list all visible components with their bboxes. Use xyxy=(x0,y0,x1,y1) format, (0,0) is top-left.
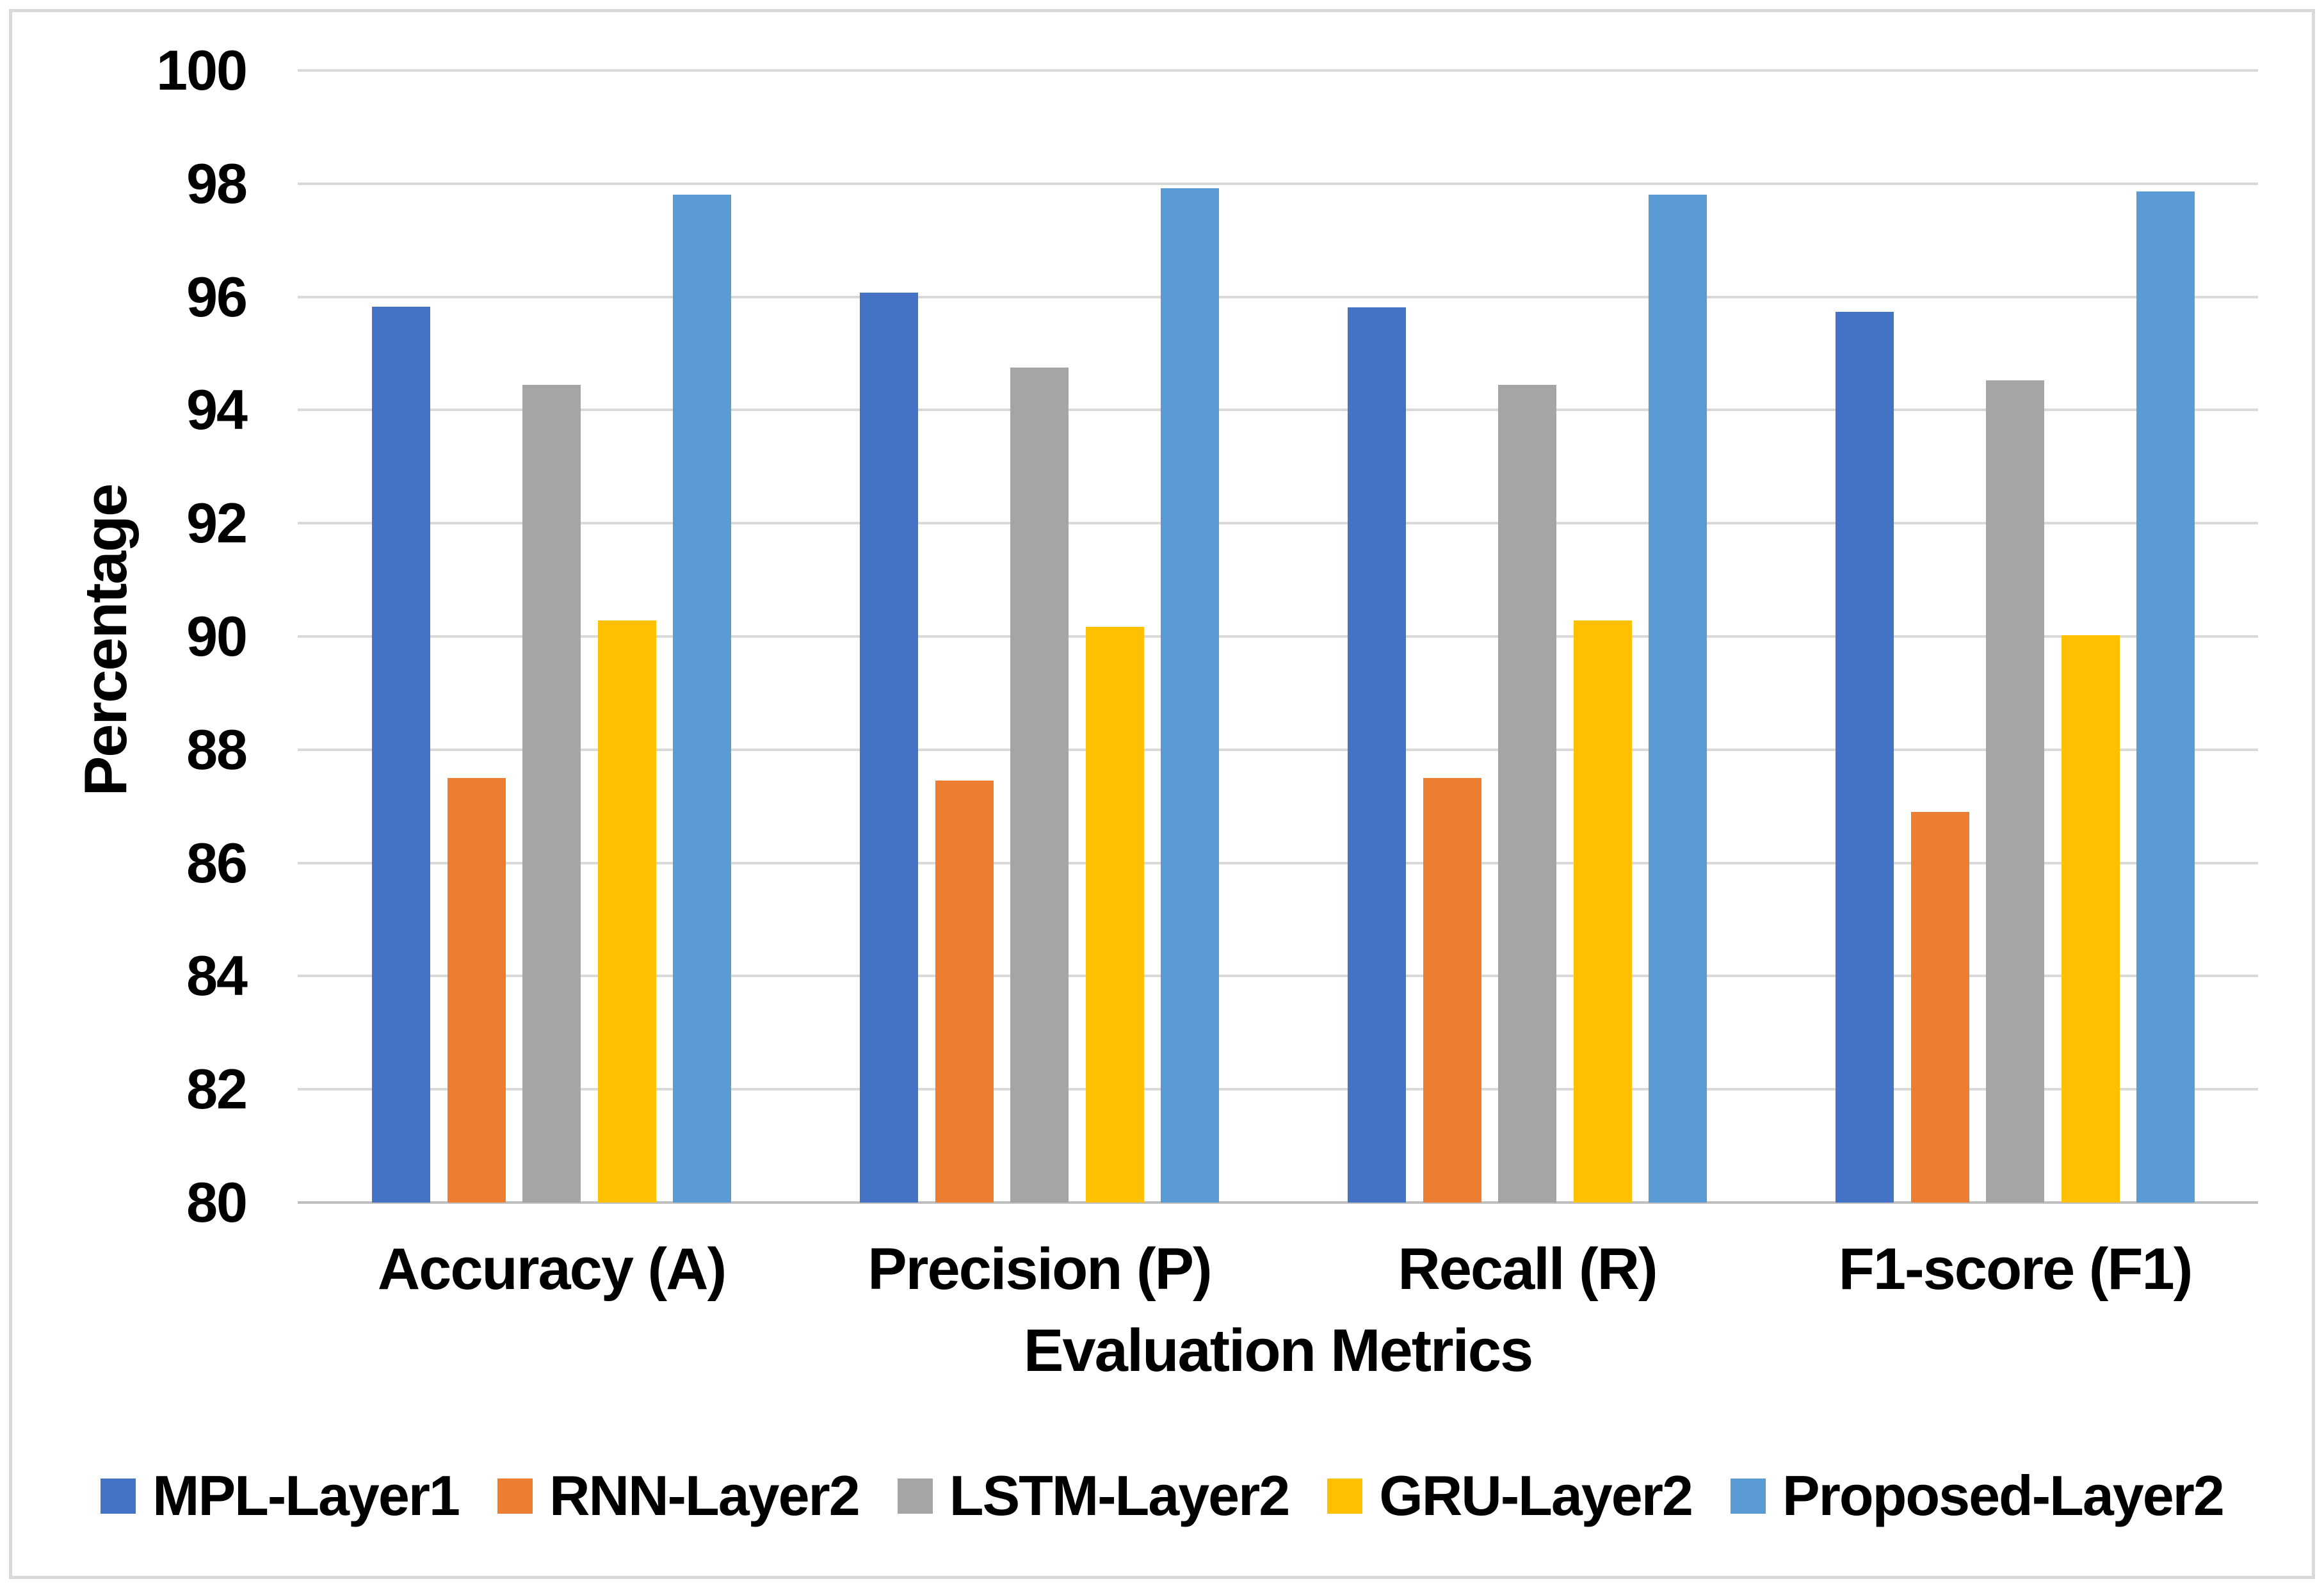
y-tick-label-90: 90 xyxy=(186,604,248,668)
bar-Proposed-Layer2-Precision (P) xyxy=(1161,188,1219,1203)
bar-LSTM-Layer2-F1-score (F1) xyxy=(1986,380,2044,1203)
y-tick-label-84: 84 xyxy=(186,944,248,1008)
gridline-88 xyxy=(298,748,2258,751)
legend-entry-RNN-Layer2: RNN-Layer2 xyxy=(497,1463,860,1528)
y-tick-label-94: 94 xyxy=(186,378,248,442)
bar-RNN-Layer2-Precision (P) xyxy=(935,781,994,1203)
bar-Proposed-Layer2-Recall (R) xyxy=(1649,194,1707,1203)
bar-LSTM-Layer2-Recall (R) xyxy=(1498,384,1556,1203)
bar-MPL-Layer1-Precision (P) xyxy=(860,293,918,1203)
legend-entry-MPL-Layer1: MPL-Layer1 xyxy=(101,1463,460,1528)
bar-MPL-Layer1-F1-score (F1) xyxy=(1836,312,1894,1203)
y-axis-tick-labels: 80 82 84 86 88 90 92 94 96 98 100 xyxy=(0,0,248,1588)
bar-RNN-Layer2-Recall (R) xyxy=(1423,778,1481,1203)
legend-swatch-icon xyxy=(897,1478,933,1514)
y-tick-label-92: 92 xyxy=(186,491,248,555)
bar-GRU-Layer2-F1-score (F1) xyxy=(2061,635,2120,1203)
y-tick-label-88: 88 xyxy=(186,717,248,781)
x-axis-category-labels: Accuracy (A) Precision (P) Recall (R) F1-sc… xyxy=(0,1236,2324,1319)
gridline-82 xyxy=(298,1088,2258,1091)
bar-MPL-Layer1-Accuracy (A) xyxy=(372,306,430,1203)
y-tick-label-80: 80 xyxy=(186,1171,248,1234)
bar-MPL-Layer1-Recall (R) xyxy=(1348,307,1406,1203)
gridline-100 xyxy=(298,69,2258,72)
legend-label: MPL-Layer1 xyxy=(152,1464,460,1527)
y-tick-label-98: 98 xyxy=(186,151,248,215)
x-axis-line xyxy=(298,1201,2258,1204)
legend-entry-LSTM-Layer2: LSTM-Layer2 xyxy=(897,1463,1291,1528)
gridline-96 xyxy=(298,295,2258,298)
x-axis-title: Evaluation Metrics xyxy=(1023,1317,1534,1384)
legend-label: LSTM-Layer2 xyxy=(949,1464,1291,1527)
legend-entry-Proposed-Layer2: Proposed-Layer2 xyxy=(1730,1463,2225,1528)
gridline-86 xyxy=(298,861,2258,864)
legend-label: GRU-Layer2 xyxy=(1379,1464,1693,1527)
y-tick-label-82: 82 xyxy=(186,1057,248,1121)
bar-RNN-Layer2-F1-score (F1) xyxy=(1910,812,1969,1203)
bar-LSTM-Layer2-Accuracy (A) xyxy=(522,384,581,1203)
bar-LSTM-Layer2-Precision (P) xyxy=(1010,368,1069,1203)
chart-legend: MPL-Layer1 RNN-Layer2 LSTM-Layer2 GRU-Layer… xyxy=(0,1463,2324,1528)
bar-RNN-Layer2-Accuracy (A) xyxy=(447,778,506,1203)
x-category-label-0: Accuracy (A) xyxy=(377,1236,727,1302)
bar-Proposed-Layer2-F1-score (F1) xyxy=(2136,191,2195,1203)
legend-swatch-icon xyxy=(497,1478,533,1514)
y-tick-label-86: 86 xyxy=(186,830,248,895)
gridline-98 xyxy=(298,182,2258,185)
bar-Proposed-Layer2-Accuracy (A) xyxy=(673,194,731,1203)
legend-swatch-icon xyxy=(1327,1478,1363,1514)
legend-label: Proposed-Layer2 xyxy=(1782,1464,2225,1527)
y-tick-label-96: 96 xyxy=(186,264,248,328)
gridline-92 xyxy=(298,522,2258,525)
x-category-label-3: F1-score (F1) xyxy=(1838,1236,2193,1302)
gridline-94 xyxy=(298,409,2258,412)
legend-swatch-icon xyxy=(101,1478,136,1514)
gridline-84 xyxy=(298,975,2258,978)
x-category-label-1: Precision (P) xyxy=(867,1236,1212,1302)
bar-GRU-Layer2-Precision (P) xyxy=(1085,626,1144,1203)
plot-area xyxy=(298,69,2258,1204)
legend-swatch-icon xyxy=(1730,1478,1766,1514)
legend-entry-GRU-Layer2: GRU-Layer2 xyxy=(1327,1463,1693,1528)
bar-GRU-Layer2-Recall (R) xyxy=(1573,620,1632,1203)
gridline-90 xyxy=(298,635,2258,638)
legend-label: RNN-Layer2 xyxy=(549,1464,860,1527)
bar-GRU-Layer2-Accuracy (A) xyxy=(597,620,656,1203)
y-tick-label-100: 100 xyxy=(156,38,248,102)
figure-border xyxy=(9,9,2315,1579)
x-category-label-2: Recall (R) xyxy=(1398,1236,1658,1302)
